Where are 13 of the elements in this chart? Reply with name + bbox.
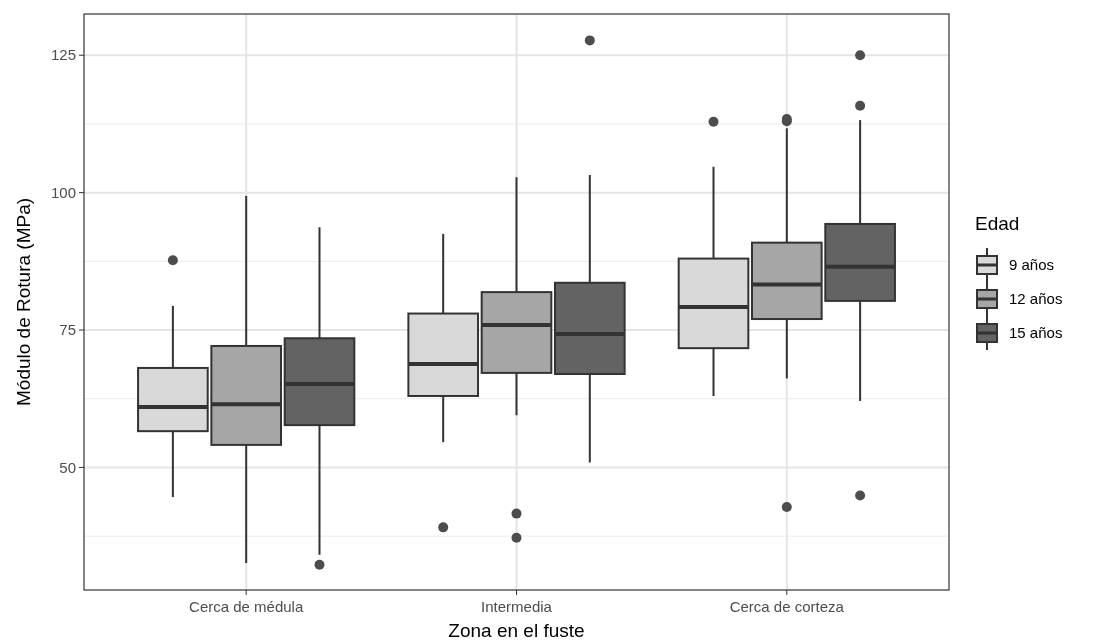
legend-label: 9 años — [1009, 256, 1055, 274]
x-tick-label: Cerca de corteza — [729, 598, 845, 615]
x-tick-label: Cerca de médula — [189, 598, 304, 615]
x-axis-title: Zona en el fuste — [448, 620, 585, 641]
x-tick-label: Intermedia — [481, 598, 553, 615]
y-tick-label: 125 — [50, 46, 76, 64]
legend-label: 15 años — [1009, 324, 1063, 342]
y-axis-title: Módulo de Rotura (MPa) — [13, 197, 34, 407]
y-tick-label: 100 — [50, 183, 76, 201]
y-tick-label: 50 — [59, 458, 76, 476]
legend-title: Edad — [975, 213, 1020, 234]
y-tick-label: 75 — [59, 321, 76, 339]
legend-label: 12 años — [1009, 290, 1063, 308]
